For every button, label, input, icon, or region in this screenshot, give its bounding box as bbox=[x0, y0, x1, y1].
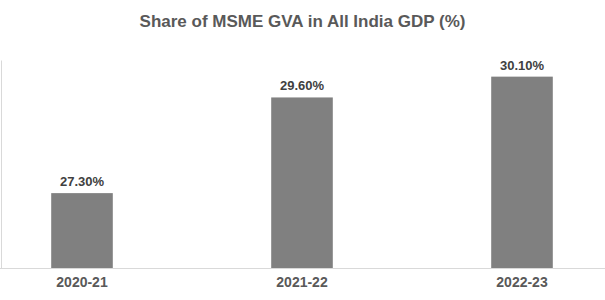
x-tick-label: 2020-21 bbox=[56, 274, 108, 290]
x-tick: 2022-23 bbox=[496, 268, 548, 290]
x-axis: 2020-21 2021-22 2022-23 bbox=[0, 268, 605, 290]
x-tick-label: 2022-23 bbox=[496, 274, 548, 290]
bar bbox=[491, 77, 553, 268]
bars bbox=[51, 77, 553, 268]
data-labels: 27.30% 29.60% 30.10% bbox=[60, 58, 545, 189]
chart-title: Share of MSME GVA in All India GDP (%) bbox=[140, 12, 466, 31]
data-label: 30.10% bbox=[500, 58, 545, 73]
x-tick: 2021-22 bbox=[276, 268, 328, 290]
y-axis-line bbox=[1, 61, 2, 269]
x-tick: 2020-21 bbox=[56, 268, 108, 290]
y-axis bbox=[1, 61, 2, 269]
data-label: 27.30% bbox=[60, 174, 105, 189]
data-label: 29.60% bbox=[280, 78, 325, 93]
x-axis-line bbox=[0, 268, 605, 269]
chart: Share of MSME GVA in All India GDP (%) 20… bbox=[0, 0, 605, 300]
x-tick-label: 2021-22 bbox=[276, 274, 328, 290]
bar bbox=[271, 97, 333, 268]
bar bbox=[51, 193, 113, 268]
